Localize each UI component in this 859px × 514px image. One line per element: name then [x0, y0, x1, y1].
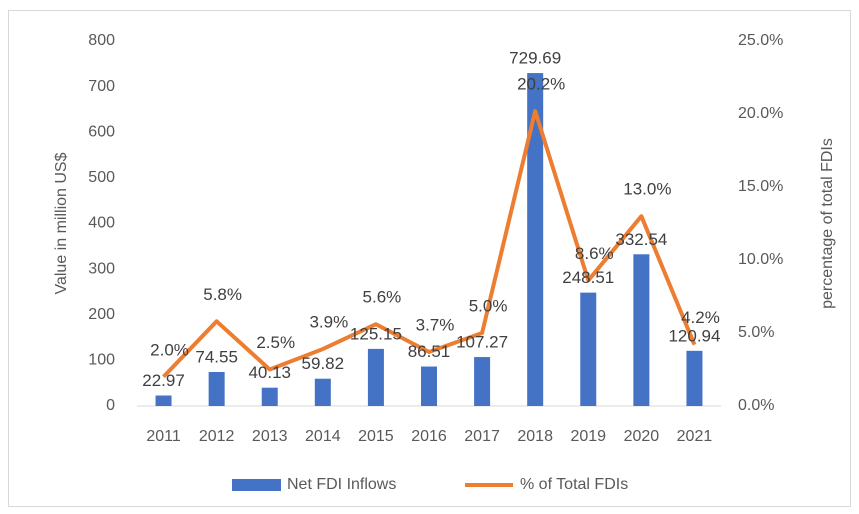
bar	[686, 350, 703, 406]
y2-tick-label: 25.0%	[738, 32, 783, 49]
y-tick-label: 500	[88, 169, 115, 186]
bar	[314, 378, 331, 406]
y-tick-label: 100	[88, 352, 115, 369]
bar	[261, 387, 278, 406]
bar-value-label: 86.51	[408, 342, 451, 361]
y-tick-label: 0	[106, 397, 115, 414]
y-tick-label: 400	[88, 215, 115, 232]
line-value-label: 2.0%	[150, 340, 189, 359]
line-value-label: 3.9%	[309, 313, 348, 332]
y-axis-title: Value in million US$	[53, 152, 70, 294]
bar-value-label: 120.94	[668, 326, 720, 345]
x-tick-label: 2011	[146, 428, 181, 445]
bar	[474, 357, 491, 406]
y2-tick-label: 10.0%	[738, 251, 783, 268]
legend-label: % of Total FDIs	[520, 476, 628, 493]
bar-value-label: 729.69	[509, 49, 561, 68]
bar	[208, 371, 225, 406]
x-tick-label: 2021	[677, 428, 713, 445]
x-tick-label: 2020	[624, 428, 660, 445]
x-tick-label: 2018	[517, 428, 553, 445]
y2-tick-label: 5.0%	[738, 324, 774, 341]
legend-label: Net FDI Inflows	[287, 476, 396, 493]
line-value-label: 5.0%	[469, 296, 508, 315]
x-tick-label: 2016	[411, 428, 447, 445]
line-value-label: 8.6%	[575, 244, 614, 263]
y2-tick-label: 0.0%	[738, 397, 774, 414]
x-tick-label: 2019	[570, 428, 606, 445]
y2-axis-title: percentage of total FDIs	[819, 138, 836, 309]
bar-value-label: 107.27	[456, 333, 508, 352]
bar-value-label: 22.97	[142, 371, 185, 390]
x-tick-label: 2017	[464, 428, 500, 445]
bar-value-label: 40.13	[248, 363, 291, 382]
line	[162, 109, 697, 379]
bar	[421, 366, 437, 406]
line-value-label: 20.2%	[517, 75, 565, 94]
x-tick-label: 2012	[199, 428, 235, 445]
y-tick-label: 800	[88, 32, 115, 49]
x-tick-label: 2015	[358, 428, 394, 445]
y-tick-label: 300	[88, 260, 115, 277]
bar-value-label: 248.51	[562, 268, 614, 287]
y2-tick-label: 20.0%	[738, 105, 783, 122]
bar	[580, 292, 597, 406]
y-tick-label: 700	[88, 78, 115, 95]
bar-value-label: 59.82	[302, 354, 345, 373]
line-value-label: 4.2%	[681, 308, 720, 327]
line-value-label: 13.0%	[623, 180, 671, 199]
x-tick-label: 2013	[252, 428, 288, 445]
y-tick-label: 200	[88, 306, 115, 323]
bar-value-label: 125.15	[350, 324, 402, 343]
bar-value-label: 74.55	[195, 347, 238, 366]
line-value-label: 2.5%	[256, 333, 295, 352]
legend-swatch	[232, 479, 281, 491]
bar	[527, 73, 544, 407]
bar-value-label: 332.54	[615, 230, 667, 249]
line-value-label: 5.6%	[363, 288, 402, 307]
line-value-label: 5.8%	[203, 285, 242, 304]
x-tick-label: 2014	[305, 428, 341, 445]
bar	[633, 254, 650, 406]
chart-frame	[8, 10, 851, 507]
y2-tick-label: 15.0%	[738, 178, 783, 195]
line-value-label: 3.7%	[416, 315, 455, 334]
bar	[367, 348, 384, 406]
bar	[155, 395, 172, 406]
y-tick-label: 600	[88, 123, 115, 140]
